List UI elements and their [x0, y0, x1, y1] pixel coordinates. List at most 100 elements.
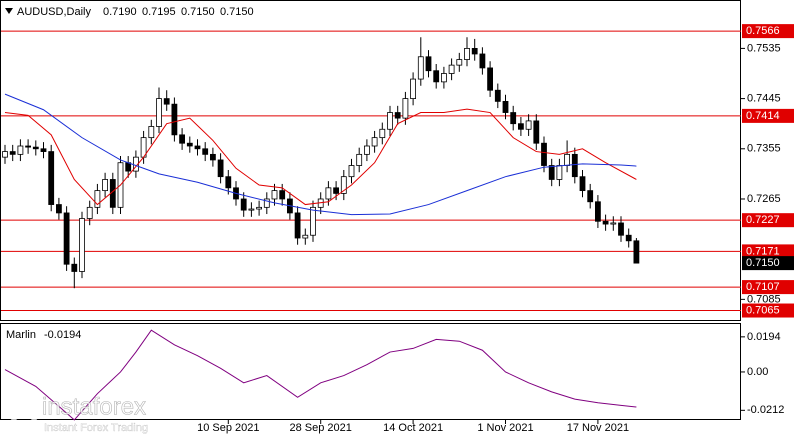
candle-body: [371, 137, 378, 147]
candle-body: [310, 206, 316, 236]
level-box: [742, 280, 794, 295]
indicator-line: [4, 329, 637, 421]
candle-body: [86, 206, 93, 219]
candle-body: [633, 240, 640, 264]
candle-body: [240, 198, 247, 211]
candle-body: [2, 151, 8, 158]
candle-body: [186, 142, 193, 147]
candle-body: [256, 206, 263, 210]
candle-body: [156, 98, 162, 127]
candle-body: [510, 112, 517, 125]
header-value: 0.7190: [103, 6, 137, 18]
candle-body: [471, 48, 478, 55]
candle-body: [179, 134, 186, 144]
candle-body: [494, 89, 501, 102]
candle-body: [17, 145, 24, 155]
y-tick-label: 0.0194: [747, 331, 781, 343]
candle-body: [402, 98, 409, 119]
candle-body: [464, 48, 470, 60]
moving-average: [4, 93, 637, 216]
candle-body: [125, 162, 132, 172]
candle-body: [63, 212, 70, 265]
x-tick-label: 1 Nov 2021: [477, 422, 533, 434]
candle-body: [340, 176, 347, 194]
candle-body: [425, 56, 432, 72]
candle-body: [48, 151, 55, 205]
candle-body: [333, 187, 340, 194]
header-value: 0.7195: [142, 6, 176, 18]
moving-average: [4, 108, 637, 206]
candle-body: [502, 100, 509, 113]
candle-body: [225, 176, 232, 189]
candle-body: [387, 112, 393, 130]
candle-body: [410, 78, 417, 99]
candle-body: [487, 67, 494, 91]
candle-body: [417, 56, 424, 80]
candle-body: [102, 179, 108, 192]
y-tick-label: 0.7355: [747, 143, 781, 155]
level-box: [742, 213, 794, 228]
candle-body: [302, 234, 309, 239]
candle-body: [194, 145, 201, 150]
marks: 0.7566 0.7414 0.7227 0.7171 0.7107 0.7065 0.75…: [1, 24, 794, 434]
menu-arrow: [5, 8, 13, 14]
y-tick-label: 0.7085: [747, 293, 781, 305]
candle-body: [625, 234, 632, 242]
candle-body: [533, 120, 540, 144]
candle-body: [548, 165, 555, 180]
candle-body: [448, 64, 455, 74]
x-tick-label: 17 Nov 2021: [567, 422, 629, 434]
candle-body: [248, 208, 255, 211]
candle-body: [525, 120, 532, 130]
candle-body: [279, 190, 286, 200]
candle-body: [71, 263, 78, 272]
y-tick-label: 0.00: [747, 366, 768, 378]
candle-body: [25, 145, 32, 148]
candle-body: [363, 145, 370, 155]
x-tick-label: 14 Oct 2021: [383, 422, 443, 434]
candle-body: [433, 70, 440, 83]
candle-body: [9, 151, 16, 155]
y-tick-label: -0.0212: [747, 404, 784, 416]
candle-body: [595, 201, 601, 222]
x-tick-label: 28 Sep 2021: [290, 422, 352, 434]
candle-body: [541, 142, 547, 166]
candle-body: [263, 198, 270, 208]
watermark: instaforex Instant Forex Trading: [8, 393, 148, 434]
indicator-title: Marlin: [6, 329, 36, 341]
level-label: 0.7065: [746, 304, 780, 316]
candle-body: [564, 153, 570, 166]
candle-body: [271, 190, 278, 200]
candle-body: [294, 212, 301, 239]
watermark-tagline: Instant Forex Trading: [44, 422, 148, 434]
candle-body: [79, 218, 85, 272]
candle-body: [556, 165, 563, 180]
candle-body: [602, 220, 609, 225]
header-value: 0.7150: [181, 6, 215, 18]
candle-body: [348, 165, 355, 178]
candle-body: [456, 59, 463, 66]
candle-body: [202, 148, 209, 155]
candle-body: [618, 222, 624, 236]
current-price-label: 0.7150: [746, 257, 780, 269]
y-tick-label: 0.7445: [747, 93, 781, 105]
candle-body: [32, 146, 39, 150]
candle-body: [587, 190, 594, 203]
candle-body: [518, 123, 524, 130]
candle-body: [440, 73, 447, 83]
candle-body: [217, 159, 224, 178]
candle-body: [579, 176, 586, 192]
level-box: [742, 24, 794, 39]
symbol-title: AUDUSD,Daily: [17, 6, 91, 18]
candle-body: [148, 126, 155, 139]
level-label: 0.7414: [746, 110, 780, 122]
y-tick-label: 0.7535: [747, 42, 781, 54]
watermark-brand: instaforex: [42, 393, 146, 420]
price-panel: [0, 0, 741, 321]
current-price-box: [742, 256, 794, 271]
header-value: 0.7150: [220, 6, 254, 18]
candle-body: [171, 103, 178, 136]
candle-body: [56, 204, 62, 214]
indicator-panel: [0, 323, 741, 420]
